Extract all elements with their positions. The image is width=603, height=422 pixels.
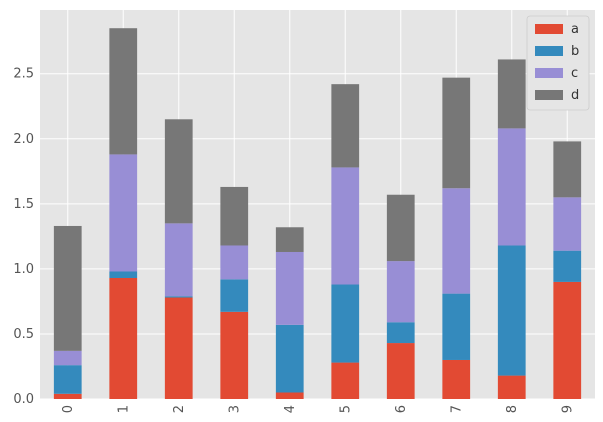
x-tick-label: 2 [172, 405, 187, 413]
bar-c-2 [164, 223, 193, 297]
x-tick-label: 9 [560, 405, 575, 413]
bar-b-1 [109, 271, 138, 279]
bar-d-2 [164, 119, 193, 224]
x-tick-label: 7 [449, 405, 464, 413]
bar-a-2 [164, 297, 193, 399]
bar-c-5 [331, 167, 360, 285]
bar-b-4 [275, 324, 304, 393]
bars [53, 28, 582, 399]
x-tick-label: 1 [116, 405, 131, 413]
y-tick-label: 0.5 [13, 327, 34, 342]
bar-b-3 [220, 279, 249, 312]
bar-d-7 [442, 77, 471, 189]
bar-b-2 [164, 296, 193, 298]
bar-a-8 [497, 375, 526, 399]
legend-swatch-a [535, 24, 563, 34]
legend-swatch-b [535, 46, 563, 56]
bar-d-3 [220, 186, 249, 246]
legend-label-b: b [571, 44, 579, 59]
legend-frame [526, 15, 590, 111]
bar-a-3 [220, 311, 249, 399]
y-tick-label: 2.5 [13, 67, 34, 82]
bar-a-6 [386, 343, 415, 399]
bar-a-9 [553, 281, 582, 399]
bar-b-8 [497, 245, 526, 376]
bar-c-9 [553, 197, 582, 251]
bar-b-5 [331, 284, 360, 363]
bar-c-7 [442, 188, 471, 294]
bar-a-4 [275, 392, 304, 399]
x-tick-label: 6 [394, 405, 409, 413]
bar-b-0 [53, 365, 82, 394]
bar-c-8 [497, 128, 526, 246]
legend-label-a: a [571, 22, 579, 37]
y-tick-label: 1.5 [13, 197, 34, 212]
y-tick-label: 0.0 [13, 392, 34, 407]
bar-d-6 [386, 194, 415, 262]
x-tick-label: 8 [505, 405, 520, 413]
x-tick-label: 4 [283, 405, 298, 413]
bar-d-1 [109, 28, 138, 155]
legend-label-c: c [571, 66, 578, 81]
bar-d-9 [553, 141, 582, 198]
bar-c-4 [275, 251, 304, 325]
bar-d-5 [331, 84, 360, 168]
legend-swatch-c [535, 68, 563, 78]
bar-a-1 [109, 278, 138, 399]
legend-label-d: d [571, 88, 579, 103]
bar-a-0 [53, 393, 82, 399]
bar-b-9 [553, 250, 582, 282]
bar-c-3 [220, 245, 249, 280]
y-tick-label: 2.0 [13, 132, 34, 147]
bar-d-0 [53, 225, 82, 351]
bar-a-7 [442, 359, 471, 399]
y-axis: 0.0 0.5 1.0 1.5 2.0 2.5 [13, 67, 34, 407]
legend-swatch-d [535, 90, 563, 100]
bar-c-1 [109, 154, 138, 272]
bar-a-5 [331, 362, 360, 399]
bar-c-6 [386, 261, 415, 323]
y-tick-label: 1.0 [13, 262, 34, 277]
bar-b-6 [386, 322, 415, 344]
x-axis: 0 1 2 3 4 5 6 7 8 9 [61, 405, 576, 413]
bar-c-0 [53, 350, 82, 366]
bar-b-7 [442, 293, 471, 360]
x-tick-label: 5 [338, 405, 353, 413]
x-tick-label: 3 [227, 405, 242, 413]
bar-d-4 [275, 227, 304, 252]
bar-d-8 [497, 59, 526, 129]
x-tick-label: 0 [61, 405, 76, 413]
